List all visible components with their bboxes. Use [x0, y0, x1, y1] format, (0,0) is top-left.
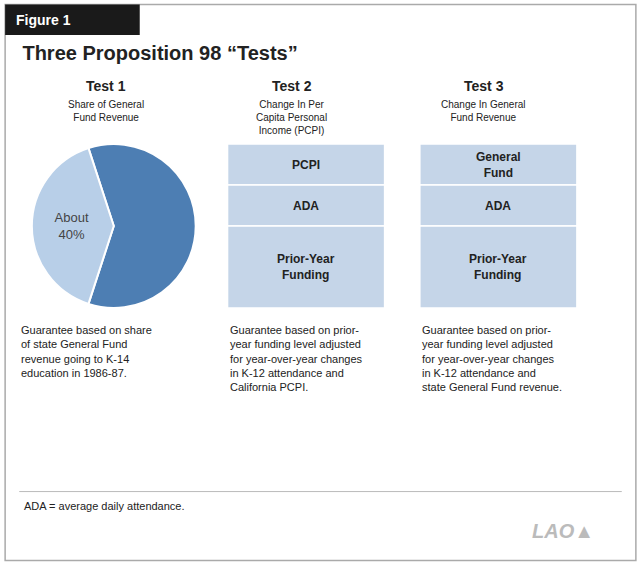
svg-text:Test 1: Test 1: [86, 78, 126, 94]
svg-text:PCPI: PCPI: [292, 158, 320, 172]
svg-text:ADA: ADA: [293, 199, 319, 213]
svg-text:Change In PerCapita PersonalIn: Change In PerCapita PersonalIncome (PCPI…: [256, 99, 327, 136]
svg-text:ADA = average daily attendance: ADA = average daily attendance.: [24, 500, 185, 512]
svg-text:Guarantee based on prior-year: Guarantee based on prior-year funding le…: [230, 324, 363, 393]
svg-text:Three Proposition 98 “Tests”: Three Proposition 98 “Tests”: [22, 42, 297, 64]
svg-text:About40%: About40%: [55, 210, 89, 242]
svg-text:Prior-YearFunding: Prior-YearFunding: [469, 252, 527, 282]
svg-text:Guarantee based on prior-year: Guarantee based on prior-year funding le…: [422, 324, 562, 393]
svg-text:Share of GeneralFund Revenue: Share of GeneralFund Revenue: [68, 99, 144, 123]
svg-text:Test 2: Test 2: [272, 78, 312, 94]
svg-text:Prior-YearFunding: Prior-YearFunding: [277, 252, 335, 282]
svg-text:Guarantee based on shareof sta: Guarantee based on shareof state General…: [21, 324, 152, 379]
svg-text:Change In GeneralFund Revenue: Change In GeneralFund Revenue: [441, 99, 526, 123]
svg-text:ADA: ADA: [485, 199, 511, 213]
svg-text:Test 3: Test 3: [464, 78, 504, 94]
svg-text:GeneralFund: GeneralFund: [476, 150, 521, 180]
svg-text:Figure 1: Figure 1: [16, 12, 71, 28]
svg-text:LAO▲: LAO▲: [532, 520, 594, 542]
